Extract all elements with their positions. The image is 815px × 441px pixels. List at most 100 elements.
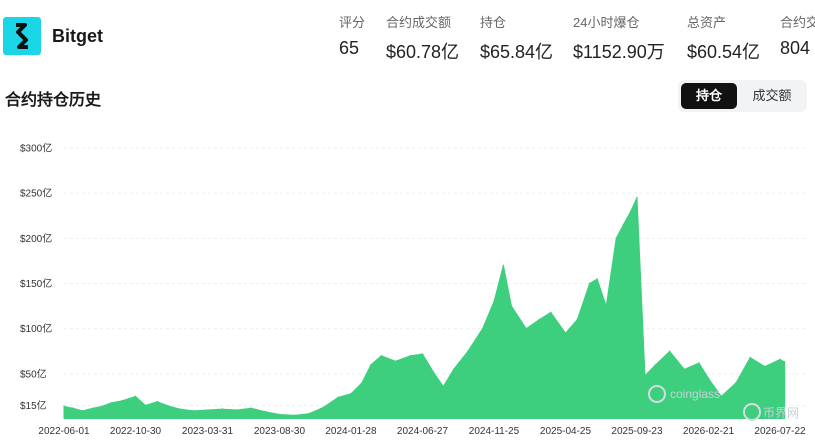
- stat-label: 合约交: [780, 15, 815, 30]
- x-tick-label: 2026-07-22: [754, 426, 806, 437]
- data-point: [394, 360, 397, 363]
- data-point: [588, 282, 591, 285]
- exchange-header: Bitget 评分 65 合约成交额 $60.78亿 持仓 $65.84亿 24…: [0, 0, 815, 80]
- data-point: [308, 412, 311, 415]
- x-tick-label: 2024-01-28: [325, 426, 377, 437]
- data-point: [502, 264, 505, 267]
- stat-value: $60.78亿: [386, 42, 460, 62]
- data-point: [707, 377, 710, 380]
- data-point: [134, 395, 137, 398]
- data-point: [605, 305, 607, 307]
- y-tick-label: $300亿: [20, 142, 52, 155]
- data-point: [264, 411, 267, 413]
- data-point: [421, 353, 424, 355]
- data-point: [409, 355, 412, 357]
- stat-label: 24小时爆仓: [573, 15, 640, 30]
- data-point: [452, 368, 455, 371]
- stats-bar: 评分 65 合约成交额 $60.78亿 持仓 $65.84亿 24小时爆仓 $1…: [0, 0, 815, 80]
- x-tick-label: 2025-04-25: [540, 426, 592, 437]
- stat-24h-liquidation: 24小时爆仓 $1152.90万: [573, 12, 665, 64]
- open-interest-area: [63, 197, 786, 420]
- data-point: [683, 368, 686, 371]
- data-point: [192, 410, 195, 412]
- stat-open-interest: 持仓 $65.84亿: [480, 12, 553, 64]
- data-point: [168, 405, 171, 408]
- x-tick-label: 2026-02-21: [683, 426, 735, 437]
- data-point: [63, 405, 65, 408]
- y-tick-label: $15亿: [20, 399, 47, 412]
- data-point: [442, 385, 445, 388]
- x-tick-label: 2022-06-01: [38, 426, 90, 437]
- data-point: [493, 300, 495, 303]
- data-point: [668, 350, 671, 353]
- stat-value: 65: [339, 38, 360, 58]
- data-point: [236, 409, 238, 411]
- stat-label: 评分: [339, 15, 366, 30]
- watermark-bijie: 币界网: [763, 406, 799, 420]
- data-point: [467, 350, 469, 353]
- data-point: [481, 327, 484, 330]
- y-tick-label: $200亿: [20, 232, 52, 245]
- stat-contract-pairs: 合约交 804: [780, 12, 815, 59]
- data-point: [596, 278, 598, 280]
- data-point: [630, 210, 632, 212]
- data-point: [179, 408, 181, 410]
- y-tick-label: $150亿: [20, 277, 52, 290]
- exchange-name: Bitget: [52, 26, 103, 46]
- data-point: [720, 395, 723, 398]
- data-point: [783, 361, 786, 363]
- data-point: [622, 224, 625, 226]
- data-point: [525, 327, 527, 330]
- data-point: [510, 305, 513, 307]
- data-point: [615, 237, 617, 240]
- data-point: [101, 405, 103, 408]
- y-tick-label: $250亿: [20, 187, 52, 200]
- data-point: [144, 404, 147, 407]
- stat-contract-volume: 合约成交额 $60.78亿: [386, 12, 459, 64]
- data-point: [206, 409, 209, 411]
- data-point: [380, 355, 383, 357]
- metric-toggle: 持仓 成交额: [678, 80, 807, 112]
- data-point: [636, 196, 638, 199]
- data-point: [764, 365, 766, 368]
- tab-volume[interactable]: 成交额: [752, 88, 792, 103]
- stat-value: $1152.90万: [573, 42, 665, 62]
- stat-total-assets: 总资产 $60.54亿: [687, 12, 760, 64]
- data-point: [72, 407, 74, 410]
- data-point: [550, 311, 552, 314]
- data-point: [576, 318, 579, 321]
- y-tick-label: $100亿: [20, 322, 52, 335]
- data-point: [111, 401, 113, 404]
- x-tick-label: 2022-10-30: [110, 426, 162, 437]
- data-point: [350, 392, 352, 395]
- stat-label: 合约成交额: [386, 15, 452, 30]
- x-tick-label: 2025-09-23: [611, 426, 663, 437]
- tab-open-interest[interactable]: 持仓: [681, 83, 737, 109]
- data-point: [81, 410, 84, 412]
- stat-value: 804: [780, 38, 811, 58]
- data-point: [779, 358, 781, 361]
- data-point: [250, 407, 252, 410]
- data-point: [92, 407, 94, 410]
- bitget-logo-icon: [3, 17, 41, 55]
- stat-value: $60.54亿: [687, 42, 761, 62]
- data-point: [698, 362, 700, 364]
- data-point: [749, 356, 751, 359]
- data-point: [361, 382, 363, 384]
- data-point: [293, 414, 296, 417]
- stat-label: 持仓: [480, 15, 507, 30]
- data-point: [432, 371, 435, 373]
- x-axis-band: [0, 419, 815, 441]
- data-point: [644, 374, 646, 377]
- data-point: [322, 406, 325, 409]
- stat-score: 评分 65: [339, 12, 365, 59]
- x-tick-label: 2023-08-30: [254, 426, 306, 437]
- x-tick-label: 2024-11-25: [469, 426, 520, 437]
- coinglass-watermark-icon: [648, 385, 666, 403]
- data-point: [654, 364, 657, 366]
- section-title: 合约持仓历史: [5, 92, 102, 109]
- y-tick-label: $50亿: [20, 367, 47, 380]
- x-tick-label: 2023-03-31: [182, 426, 234, 437]
- data-point: [370, 364, 372, 366]
